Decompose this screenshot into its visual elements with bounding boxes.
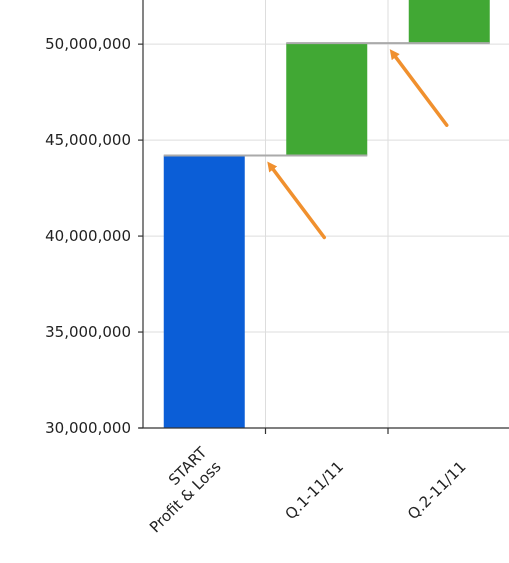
increase-bar <box>286 43 368 156</box>
annotations <box>267 49 449 240</box>
x-category-label: Q.1-11/11 <box>282 458 348 524</box>
annotation-arrow <box>389 49 449 127</box>
y-tick-label: 30,000,000 <box>45 419 131 437</box>
x-category-label-line: Q.2-11/11 <box>404 458 470 524</box>
y-tick-label: 50,000,000 <box>45 35 131 53</box>
connectors <box>163 42 490 157</box>
bars <box>163 0 490 428</box>
y-tick-label: 35,000,000 <box>45 323 131 341</box>
axes <box>138 0 509 434</box>
x-category-label-line: Q.1-11/11 <box>282 458 348 524</box>
x-category-label: Q.2-11/11 <box>404 458 470 524</box>
increase-bar <box>408 0 490 44</box>
y-tick-label: 40,000,000 <box>45 227 131 245</box>
labels: 30,000,000 35,000,000 40,000,000 45,000,000… <box>45 35 470 536</box>
start-bar <box>163 155 245 428</box>
y-tick-label: 45,000,000 <box>45 131 131 149</box>
annotation-arrow <box>267 161 326 240</box>
